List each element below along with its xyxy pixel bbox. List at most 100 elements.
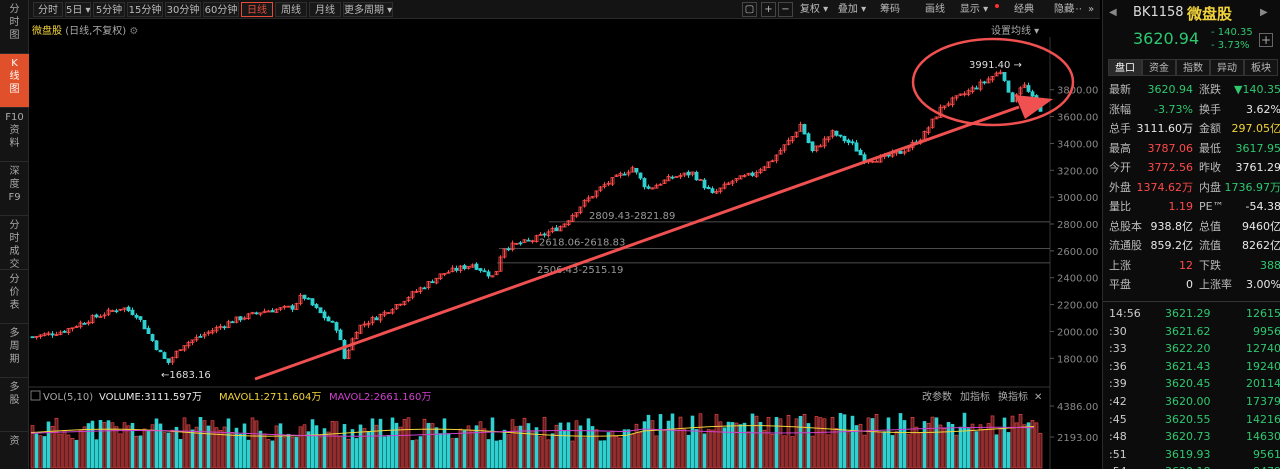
candle-body [498, 256, 503, 272]
left-nav-item[interactable]: 分 时 成 交 [0, 216, 29, 270]
left-nav-item[interactable]: 多 周 期 [0, 324, 29, 378]
period-tab[interactable]: 更多周期 ▾ [343, 2, 393, 17]
zoom-in-icon[interactable]: + [761, 2, 776, 17]
volume-bar [242, 423, 247, 469]
quote-tab[interactable]: 异动 [1210, 59, 1244, 76]
volume-bar [862, 434, 867, 469]
candle-body [478, 268, 483, 271]
volume-bar [990, 415, 995, 469]
volume-bar [798, 415, 803, 469]
volume-bar [578, 425, 583, 469]
stat-value: 3761.29 [1235, 161, 1280, 174]
collapse-volume-icon [30, 390, 41, 401]
left-nav-item[interactable]: 深 度 F9 [0, 162, 29, 216]
period-tab[interactable]: 月线 [309, 2, 341, 17]
volume-bar [370, 418, 375, 469]
volume-bar [34, 433, 39, 469]
left-nav-item[interactable]: 资 [0, 432, 29, 469]
period-tab[interactable]: 日线 [241, 2, 273, 17]
left-nav-item[interactable]: 分 时 图 [0, 0, 29, 54]
add-watchlist-button[interactable]: + [1259, 33, 1273, 47]
kline-svg[interactable]: 1800.00 2000.00 2200.00 2400.00 2600.00 2800.… [29, 19, 1100, 469]
tool-button[interactable]: 经典 [1014, 4, 1034, 15]
back-icon[interactable]: ◀ [1109, 7, 1117, 18]
candle-body [86, 321, 91, 325]
candle-body [526, 239, 531, 242]
quote-tab[interactable]: 板块 [1244, 59, 1278, 76]
volume-bar [838, 413, 843, 469]
volume-action[interactable]: 换指标 [998, 390, 1028, 403]
period-tab[interactable]: 15分钟 [127, 2, 163, 17]
tool-button[interactable]: 叠加 ▾ [837, 4, 867, 15]
more-icon[interactable]: ⋯ [1072, 4, 1082, 15]
left-nav-item[interactable]: F10 资 料 [0, 108, 29, 162]
period-tab[interactable]: 5分钟 [93, 2, 125, 17]
volume-bar [690, 415, 695, 469]
candle-body [274, 308, 279, 313]
volume-bar [642, 421, 647, 469]
chart-title: 微盘股 [32, 26, 62, 37]
ma-settings-button[interactable]: 设置均线 ▾ [991, 26, 1040, 37]
tick-price: 3620.55 [1165, 412, 1211, 426]
volume-bar [470, 429, 475, 469]
left-nav-item[interactable]: K 线 图 [0, 54, 29, 108]
volume-action[interactable]: 加指标 [960, 390, 990, 403]
quote-tab[interactable]: 盘口 [1108, 59, 1142, 76]
tool-button[interactable]: 筹码 [880, 4, 900, 15]
tool-button[interactable]: 画线 [925, 4, 945, 15]
stat-row: 流通股 859.2亿 流值 8262亿 [1109, 236, 1280, 255]
stat-value: 297.05亿 [1231, 122, 1280, 135]
forward-icon[interactable]: ▶ [1260, 7, 1268, 18]
tool-button[interactable]: 隐藏 [1054, 4, 1074, 15]
candle-body [382, 311, 387, 316]
period-tab[interactable]: 60分钟 [203, 2, 239, 17]
candle-body [426, 281, 431, 288]
volume-bar [274, 425, 279, 469]
tool-button[interactable]: 显示 ▾ [959, 4, 989, 15]
period-tab[interactable]: 周线 [275, 2, 307, 17]
candle-body [330, 320, 335, 323]
chart-bg [29, 19, 1100, 469]
period-tab[interactable]: 分时 [33, 2, 63, 17]
volume-bar [302, 424, 307, 469]
volume-bar [1030, 420, 1035, 469]
volume-bar [654, 435, 659, 469]
kline-chart[interactable]: 1800.00 2000.00 2200.00 2400.00 2600.00 2800.… [29, 19, 1100, 469]
zoom-out-icon[interactable]: − [778, 2, 793, 17]
range-label: 2809.43-2821.89 [589, 211, 675, 222]
candle-body [174, 350, 179, 358]
candle-body [390, 309, 395, 314]
left-nav-item[interactable]: 分 价 表 [0, 270, 29, 324]
collapse-icon[interactable]: » [1087, 4, 1095, 15]
candle-body [706, 186, 711, 190]
candle-body [570, 215, 575, 222]
volume-bar [250, 417, 255, 469]
volume-bar [46, 421, 51, 469]
volume-bar [962, 412, 967, 469]
candle-body [282, 305, 287, 308]
period-tab[interactable]: 30分钟 [165, 2, 201, 17]
quote-tab[interactable]: 资金 [1142, 59, 1176, 76]
gear-icon[interactable]: ⚙ [129, 26, 139, 37]
left-nav-item[interactable]: 多 股 [0, 378, 29, 432]
period-tab[interactable]: 5日 ▾ [65, 2, 91, 17]
tool-button[interactable]: 复权 ▾ [799, 4, 829, 15]
candle-body [338, 329, 343, 341]
volume-action[interactable]: 改参数 [922, 390, 952, 403]
volume-bar [734, 422, 739, 469]
stat-value: 3620.94 [1147, 83, 1194, 96]
candle-body [1002, 72, 1007, 81]
stat-value: 3.62% [1246, 102, 1280, 116]
quote-tab[interactable]: 指数 [1176, 59, 1210, 76]
candle-body [234, 316, 239, 323]
candle-body [78, 322, 83, 328]
candle-body [258, 312, 263, 315]
volume-bar [266, 439, 271, 469]
tick-time: :48 [1109, 430, 1127, 444]
window-icon[interactable]: ▢ [742, 2, 757, 17]
candle-body [50, 333, 55, 336]
volume-bar [774, 417, 779, 469]
volume-tick-label: 2193.00 [1057, 433, 1098, 444]
candle-body [750, 172, 755, 176]
volume-bar [966, 428, 971, 469]
